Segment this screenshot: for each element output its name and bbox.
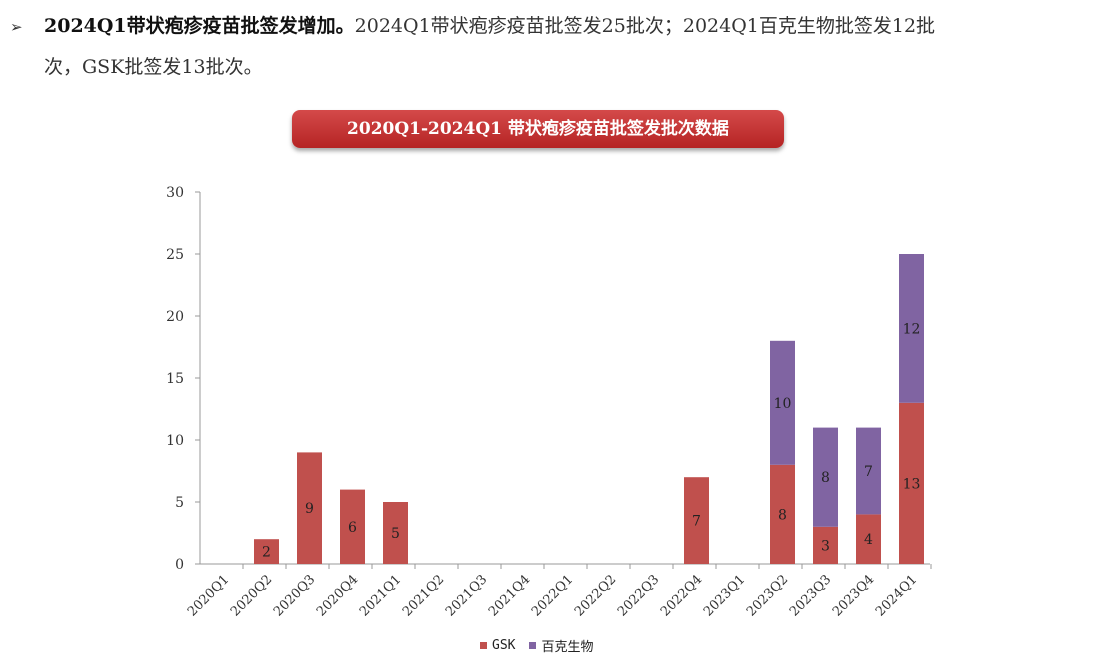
data-label: 4 <box>864 532 873 548</box>
data-label: 2 <box>262 545 271 561</box>
legend-item-gsk: GSK <box>480 638 515 653</box>
y-tick-label: 30 <box>166 185 184 201</box>
x-tick-label: 2021Q2 <box>400 572 447 619</box>
data-label: 13 <box>903 476 921 492</box>
x-tick-label: 2021Q3 <box>443 572 490 619</box>
bar-baike <box>770 340 795 465</box>
x-tick-label: 2020Q1 <box>185 572 232 619</box>
x-tick-label: 2022Q3 <box>615 572 662 619</box>
x-tick-label: 2022Q1 <box>529 572 576 619</box>
intro-lead: 2024Q1带状疱疹疫苗批签发增加。 <box>44 15 355 37</box>
x-tick-label: 2023Q4 <box>830 572 877 619</box>
data-label: 8 <box>821 470 830 486</box>
y-tick-label: 5 <box>175 495 184 511</box>
x-tick-label: 2021Q4 <box>486 572 533 619</box>
y-tick-label: 10 <box>166 433 184 449</box>
bar-baike <box>813 427 838 527</box>
intro-paragraph: ➢ 2024Q1带状疱疹疫苗批签发增加。2024Q1带状疱疹疫苗批签发25批次；2… <box>10 6 1100 87</box>
x-tick-label: 2020Q4 <box>314 572 361 619</box>
data-label: 3 <box>821 538 830 554</box>
bar-baike <box>899 254 924 403</box>
legend-label: 百克生物 <box>541 640 594 655</box>
chart-title: 2020Q1-2024Q1 带状疱疹疫苗批签发批次数据 <box>292 110 784 148</box>
y-tick-label: 0 <box>175 557 184 573</box>
data-label: 6 <box>348 520 357 536</box>
x-tick-label: 2022Q2 <box>572 572 619 619</box>
x-tick-label: 2022Q4 <box>658 572 705 619</box>
data-label: 5 <box>391 526 400 542</box>
x-tick-label: 2024Q1 <box>873 572 920 619</box>
bar-gsk <box>856 514 881 564</box>
legend-swatch <box>529 642 537 649</box>
intro-text-1: 2024Q1带状疱疹疫苗批签发25批次；2024Q1百克生物批签发12批 <box>354 15 936 37</box>
y-tick-label: 25 <box>166 247 184 263</box>
legend-item-baike: 百克生物 <box>529 636 594 655</box>
x-tick-label: 2023Q3 <box>787 572 834 619</box>
x-tick-label: 2021Q1 <box>357 572 404 619</box>
x-tick-label: 2020Q2 <box>228 572 275 619</box>
intro-line-1: ➢ 2024Q1带状疱疹疫苗批签发增加。2024Q1带状疱疹疫苗批签发25批次；2… <box>10 6 1100 47</box>
data-label: 10 <box>774 396 792 412</box>
y-tick-label: 20 <box>166 309 184 325</box>
intro-line-2: 次，GSK批签发13批次。 <box>44 56 263 78</box>
bar-gsk <box>813 526 838 564</box>
x-tick-label: 2020Q3 <box>271 572 318 619</box>
bar-gsk <box>383 502 408 564</box>
bar-gsk <box>684 477 709 564</box>
x-tick-label: 2023Q2 <box>744 572 791 619</box>
bar-baike <box>856 427 881 515</box>
legend-swatch <box>480 642 487 649</box>
data-label: 12 <box>903 321 921 337</box>
data-label: 9 <box>305 501 314 517</box>
bar-gsk <box>899 402 924 564</box>
data-label: 7 <box>692 514 701 530</box>
bar-gsk <box>770 464 795 564</box>
chart-legend: GSK 百克生物 <box>480 636 608 655</box>
bar-gsk <box>254 539 279 564</box>
bar-gsk <box>297 452 322 564</box>
data-label: 8 <box>778 507 787 523</box>
bullet-arrow-icon: ➢ <box>10 18 23 36</box>
legend-label: GSK <box>492 638 516 653</box>
bar-gsk <box>340 489 365 564</box>
y-tick-label: 15 <box>166 371 184 387</box>
x-tick-label: 2023Q1 <box>701 572 748 619</box>
data-label: 7 <box>864 464 873 480</box>
